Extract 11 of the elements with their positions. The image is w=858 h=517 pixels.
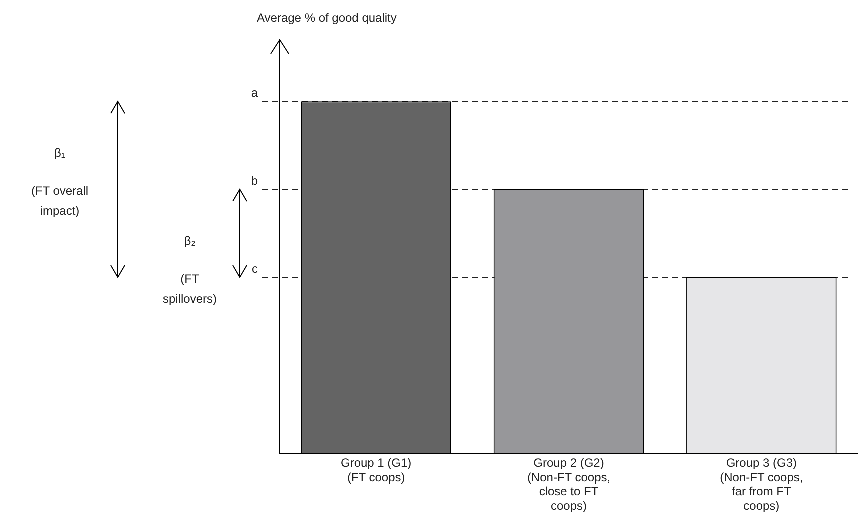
ref-line-label: a	[251, 86, 258, 100]
ref-line-label: c	[252, 262, 258, 276]
text: (FT spillovers)	[162, 272, 218, 306]
text: (FT overall impact)	[31, 184, 89, 218]
text: β₂	[184, 234, 196, 248]
text: β₁	[54, 146, 66, 160]
ref-line-label: b	[251, 174, 258, 188]
x-tick-label: Group 2 (G2) (Non-FT coops, close to FT coops)	[527, 456, 611, 514]
x-tick-label: Group 1 (G1) (FT coops)	[340, 456, 412, 484]
x-tick-label: Group 3 (G3) (Non-FT coops, far from FT coops)	[720, 456, 804, 514]
text: Average % of good quality	[257, 11, 397, 25]
